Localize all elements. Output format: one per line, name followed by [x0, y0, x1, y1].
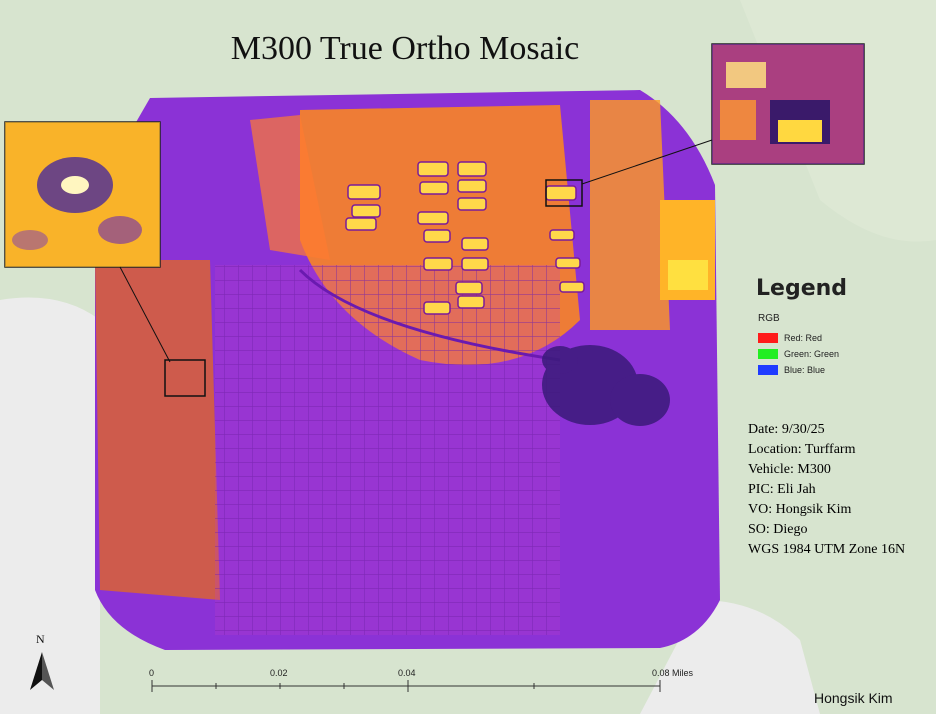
inset-left-source-box — [164, 359, 206, 397]
scale-label-0: 0 — [149, 668, 155, 678]
west-field-zone — [95, 260, 220, 600]
tree-canopy — [542, 345, 670, 426]
green-swatch-icon — [758, 349, 778, 359]
inset-left-leader — [119, 266, 171, 363]
turf-plot-grid — [215, 265, 560, 635]
scale-label-008: 0.08 Miles — [652, 668, 694, 678]
building-zone — [590, 100, 670, 330]
blue-swatch-icon — [758, 365, 778, 375]
inset-right-leader — [581, 139, 713, 185]
inset-right-source-box — [545, 179, 583, 207]
basemap-gray-area — [0, 297, 100, 714]
north-label: N — [36, 632, 45, 646]
inset-right-texture — [712, 44, 864, 164]
flight-info-block: Date: 9/30/25 Location: Turffarm Vehicle… — [748, 420, 905, 560]
hot-roof-2 — [668, 260, 708, 290]
inset-left-texture — [5, 122, 160, 267]
map-title: M300 True Ortho Mosaic — [230, 30, 580, 67]
legend-group-label: RGB — [758, 313, 780, 324]
scale-label-002: 0.02 — [270, 668, 288, 678]
legend-item-blue: Blue: Blue — [758, 364, 825, 376]
red-swatch-icon — [758, 333, 778, 343]
north-arrow-icon — [30, 652, 54, 690]
info-date: Date: 9/30/25 — [748, 422, 825, 437]
road-zone — [250, 115, 330, 260]
legend-item-label: Blue: Blue — [784, 365, 826, 375]
curved-path — [298, 268, 561, 362]
scale-bar — [151, 680, 661, 692]
info-crs: WGS 1984 UTM Zone 16N — [748, 542, 906, 557]
info-vehicle: Vehicle: M300 — [748, 462, 831, 477]
legend-item-green: Green: Green — [758, 348, 839, 360]
legend-item-label: Red: Red — [784, 333, 823, 343]
scale-label-004: 0.04 — [398, 668, 416, 678]
legend-heading: Legend — [756, 276, 848, 301]
info-pic: PIC: Eli Jah — [748, 482, 816, 497]
parked-cars — [345, 161, 585, 315]
info-vo: VO: Hongsik Kim — [748, 502, 852, 517]
legend-item-red: Red: Red — [758, 332, 822, 344]
legend-item-label: Green: Green — [784, 349, 840, 359]
info-so: SO: Diego — [748, 522, 808, 537]
author-credit: Hongsik Kim — [814, 690, 893, 706]
info-location: Location: Turffarm — [748, 442, 856, 457]
